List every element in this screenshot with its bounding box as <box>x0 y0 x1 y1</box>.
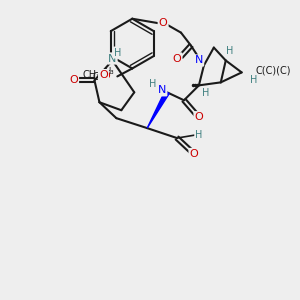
Text: H: H <box>195 130 203 140</box>
Text: H: H <box>114 47 121 58</box>
Text: CH₃: CH₃ <box>82 70 100 80</box>
Text: N: N <box>158 85 166 95</box>
Text: N: N <box>108 53 117 64</box>
Text: C(C)(C): C(C)(C) <box>256 65 291 75</box>
Text: O: O <box>190 149 198 159</box>
Text: O: O <box>69 75 78 85</box>
Text: H: H <box>149 80 157 89</box>
Text: H: H <box>226 46 233 56</box>
Text: H: H <box>202 88 210 98</box>
Text: N: N <box>195 56 203 65</box>
Text: C: C <box>92 72 99 82</box>
Text: H: H <box>250 75 257 85</box>
Text: O: O <box>173 53 182 64</box>
Polygon shape <box>147 91 169 128</box>
Text: H₃: H₃ <box>105 67 114 76</box>
Text: O: O <box>101 71 110 81</box>
Text: O: O <box>99 70 108 80</box>
Text: O: O <box>194 112 203 122</box>
Text: O: O <box>159 18 167 28</box>
